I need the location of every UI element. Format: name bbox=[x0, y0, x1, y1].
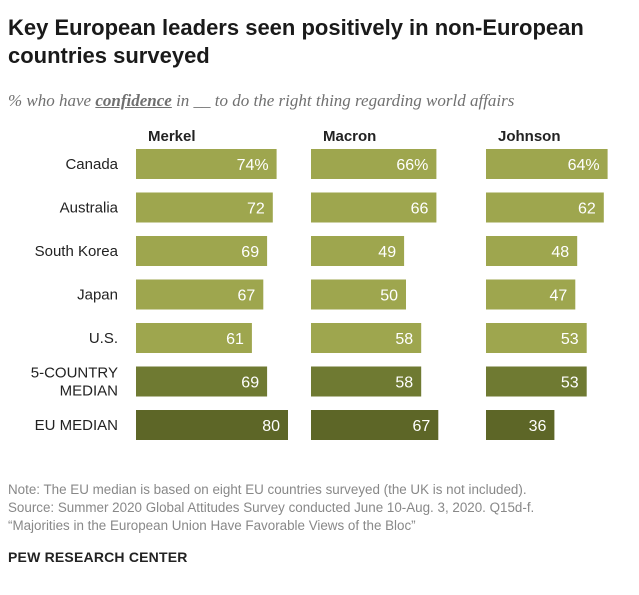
bar-value-label: 58 bbox=[395, 375, 413, 392]
pew-research-center-logo: PEW RESEARCH CENTER bbox=[8, 549, 188, 565]
bar-value-label: 74% bbox=[237, 157, 269, 174]
bar-value-label: 67 bbox=[413, 418, 431, 435]
bar bbox=[136, 279, 264, 310]
bar bbox=[136, 366, 268, 397]
bar bbox=[136, 192, 273, 223]
bar-value-label: 48 bbox=[551, 244, 569, 261]
bar-value-label: 69 bbox=[241, 375, 259, 392]
category-label: 5-COUNTRY MEDIAN bbox=[31, 365, 118, 400]
bar-value-label: 66% bbox=[396, 157, 428, 174]
bar-chart: Merkel Macron Johnson Canada Australia South … bbox=[31, 128, 608, 440]
bar-value-label: 61 bbox=[226, 331, 244, 348]
column-header-macron: Macron bbox=[323, 128, 376, 145]
bar-value-label: 72 bbox=[247, 201, 265, 218]
bar bbox=[486, 279, 576, 310]
column-header-johnson: Johnson bbox=[498, 128, 561, 145]
bar-value-label: 67 bbox=[238, 288, 256, 305]
category-label: Australia bbox=[60, 200, 119, 217]
bar bbox=[136, 149, 277, 179]
subtitle-keyword: confidence bbox=[95, 91, 172, 110]
bar-value-label: 53 bbox=[561, 331, 579, 348]
bar-value-label: 66 bbox=[411, 201, 429, 218]
bar-value-label: 50 bbox=[380, 288, 398, 305]
bar bbox=[311, 366, 422, 397]
bar bbox=[311, 410, 439, 440]
chart-note: Note: The EU median is based on eight EU… bbox=[8, 481, 633, 535]
bar bbox=[136, 236, 268, 266]
bar bbox=[486, 149, 608, 179]
bar-value-label: 80 bbox=[262, 418, 280, 435]
bar-value-label: 53 bbox=[561, 375, 579, 392]
source-line: Source: Summer 2020 Global Attitudes Sur… bbox=[8, 500, 535, 515]
bar-value-label: 62 bbox=[578, 201, 596, 218]
bar bbox=[486, 192, 604, 223]
bar bbox=[311, 236, 405, 266]
note-line: Note: The EU median is based on eight EU… bbox=[8, 482, 527, 497]
chart-subtitle: % who have confidence in __ to do the ri… bbox=[8, 91, 633, 111]
bar-value-label: 58 bbox=[395, 331, 413, 348]
bar bbox=[311, 192, 437, 223]
bar bbox=[311, 279, 406, 310]
bar-value-label: 69 bbox=[241, 244, 259, 261]
column-header-merkel: Merkel bbox=[148, 128, 196, 145]
bar bbox=[311, 149, 437, 179]
bar bbox=[136, 410, 288, 440]
subtitle-prefix: % who have bbox=[8, 91, 96, 110]
report-title-line: “Majorities in the European Union Have F… bbox=[8, 518, 416, 533]
category-label: U.S. bbox=[89, 330, 118, 347]
category-label: Japan bbox=[77, 287, 118, 304]
category-label: South Korea bbox=[35, 243, 119, 260]
bar bbox=[486, 236, 578, 266]
chart-title: Key European leaders seen positively in … bbox=[8, 15, 584, 68]
bar-value-label: 64% bbox=[568, 157, 600, 174]
bar bbox=[311, 323, 422, 353]
bar bbox=[486, 323, 587, 353]
bar-value-label: 49 bbox=[378, 244, 396, 261]
category-label: Canada bbox=[65, 156, 118, 173]
category-label: EU MEDIAN bbox=[35, 417, 118, 434]
bar-value-label: 47 bbox=[550, 288, 568, 305]
bar bbox=[136, 323, 252, 353]
bar bbox=[486, 366, 587, 397]
subtitle-suffix: in __ to do the right thing regarding wo… bbox=[171, 91, 515, 110]
bar bbox=[486, 410, 555, 440]
bar-value-label: 36 bbox=[529, 418, 547, 435]
